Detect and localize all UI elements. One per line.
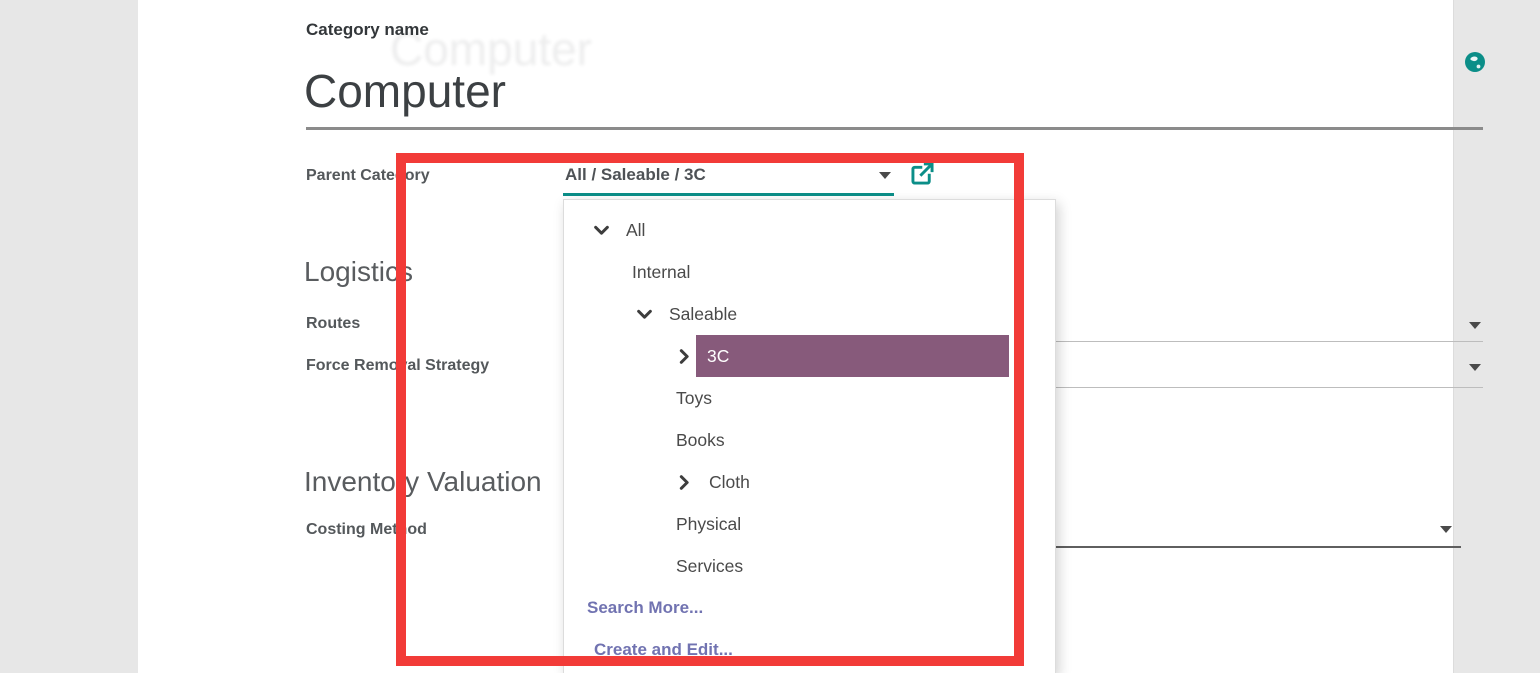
external-link-icon[interactable] — [909, 160, 936, 192]
parent-category-dropdown: All Internal Saleable 3C Toys Bo — [563, 199, 1056, 673]
parent-category-underline — [563, 193, 894, 196]
routes-label: Routes — [306, 315, 361, 332]
costing-method-caret-down-icon[interactable] — [1440, 526, 1452, 533]
dropdown-item-label: Internal — [632, 261, 691, 282]
dropdown-item-label: Cloth — [709, 471, 750, 492]
dropdown-item-cloth[interactable]: Cloth — [564, 461, 1055, 503]
chevron-down-icon[interactable] — [632, 305, 656, 323]
logistics-section-title: Logistics — [304, 256, 413, 287]
routes-caret-down-icon[interactable] — [1469, 322, 1481, 329]
chevron-right-icon[interactable] — [672, 473, 696, 491]
force-removal-label: Force Removal Strategy — [306, 357, 490, 374]
title-underline — [306, 127, 1483, 130]
dropdown-item-label: 3C — [696, 335, 1009, 377]
search-more-link[interactable]: Search More... — [587, 598, 704, 617]
dropdown-item-services[interactable]: Services — [564, 545, 1055, 587]
dropdown-item-books[interactable]: Books — [564, 419, 1055, 461]
dropdown-item-label: All — [626, 219, 646, 240]
dropdown-item-label: Services — [676, 555, 744, 576]
dropdown-item-label: Books — [676, 429, 725, 450]
category-name-label: Category name — [306, 20, 429, 39]
dropdown-item-label: Saleable — [669, 303, 738, 324]
parent-category-input[interactable]: All / Saleable / 3C — [565, 165, 706, 184]
dropdown-item-label: Toys — [676, 387, 712, 408]
force-removal-caret-down-icon[interactable] — [1469, 364, 1481, 371]
create-and-edit-link[interactable]: Create and Edit... — [594, 640, 733, 659]
dropdown-item-label: Physical — [676, 513, 742, 534]
dropdown-item-saleable[interactable]: Saleable — [564, 293, 1055, 335]
dropdown-item-physical[interactable]: Physical — [564, 503, 1055, 545]
caret-down-icon[interactable] — [879, 172, 891, 179]
costing-method-label: Costing Method — [306, 521, 427, 538]
dropdown-item-3c-selected[interactable]: 3C — [564, 335, 1055, 377]
dropdown-item-toys[interactable]: Toys — [564, 377, 1055, 419]
dropdown-item-internal[interactable]: Internal — [564, 251, 1055, 293]
dropdown-item-all[interactable]: All — [564, 209, 1055, 251]
form-sheet: Category name Computer Computer Parent C… — [138, 0, 1485, 673]
globe-icon[interactable] — [1464, 51, 1486, 78]
inventory-valuation-section-title: Inventory Valuation — [304, 466, 542, 497]
chevron-right-icon[interactable] — [672, 347, 696, 365]
chevron-down-icon[interactable] — [589, 221, 613, 239]
category-name-input[interactable]: Computer — [304, 65, 506, 117]
parent-category-label: Parent Category — [306, 167, 430, 184]
